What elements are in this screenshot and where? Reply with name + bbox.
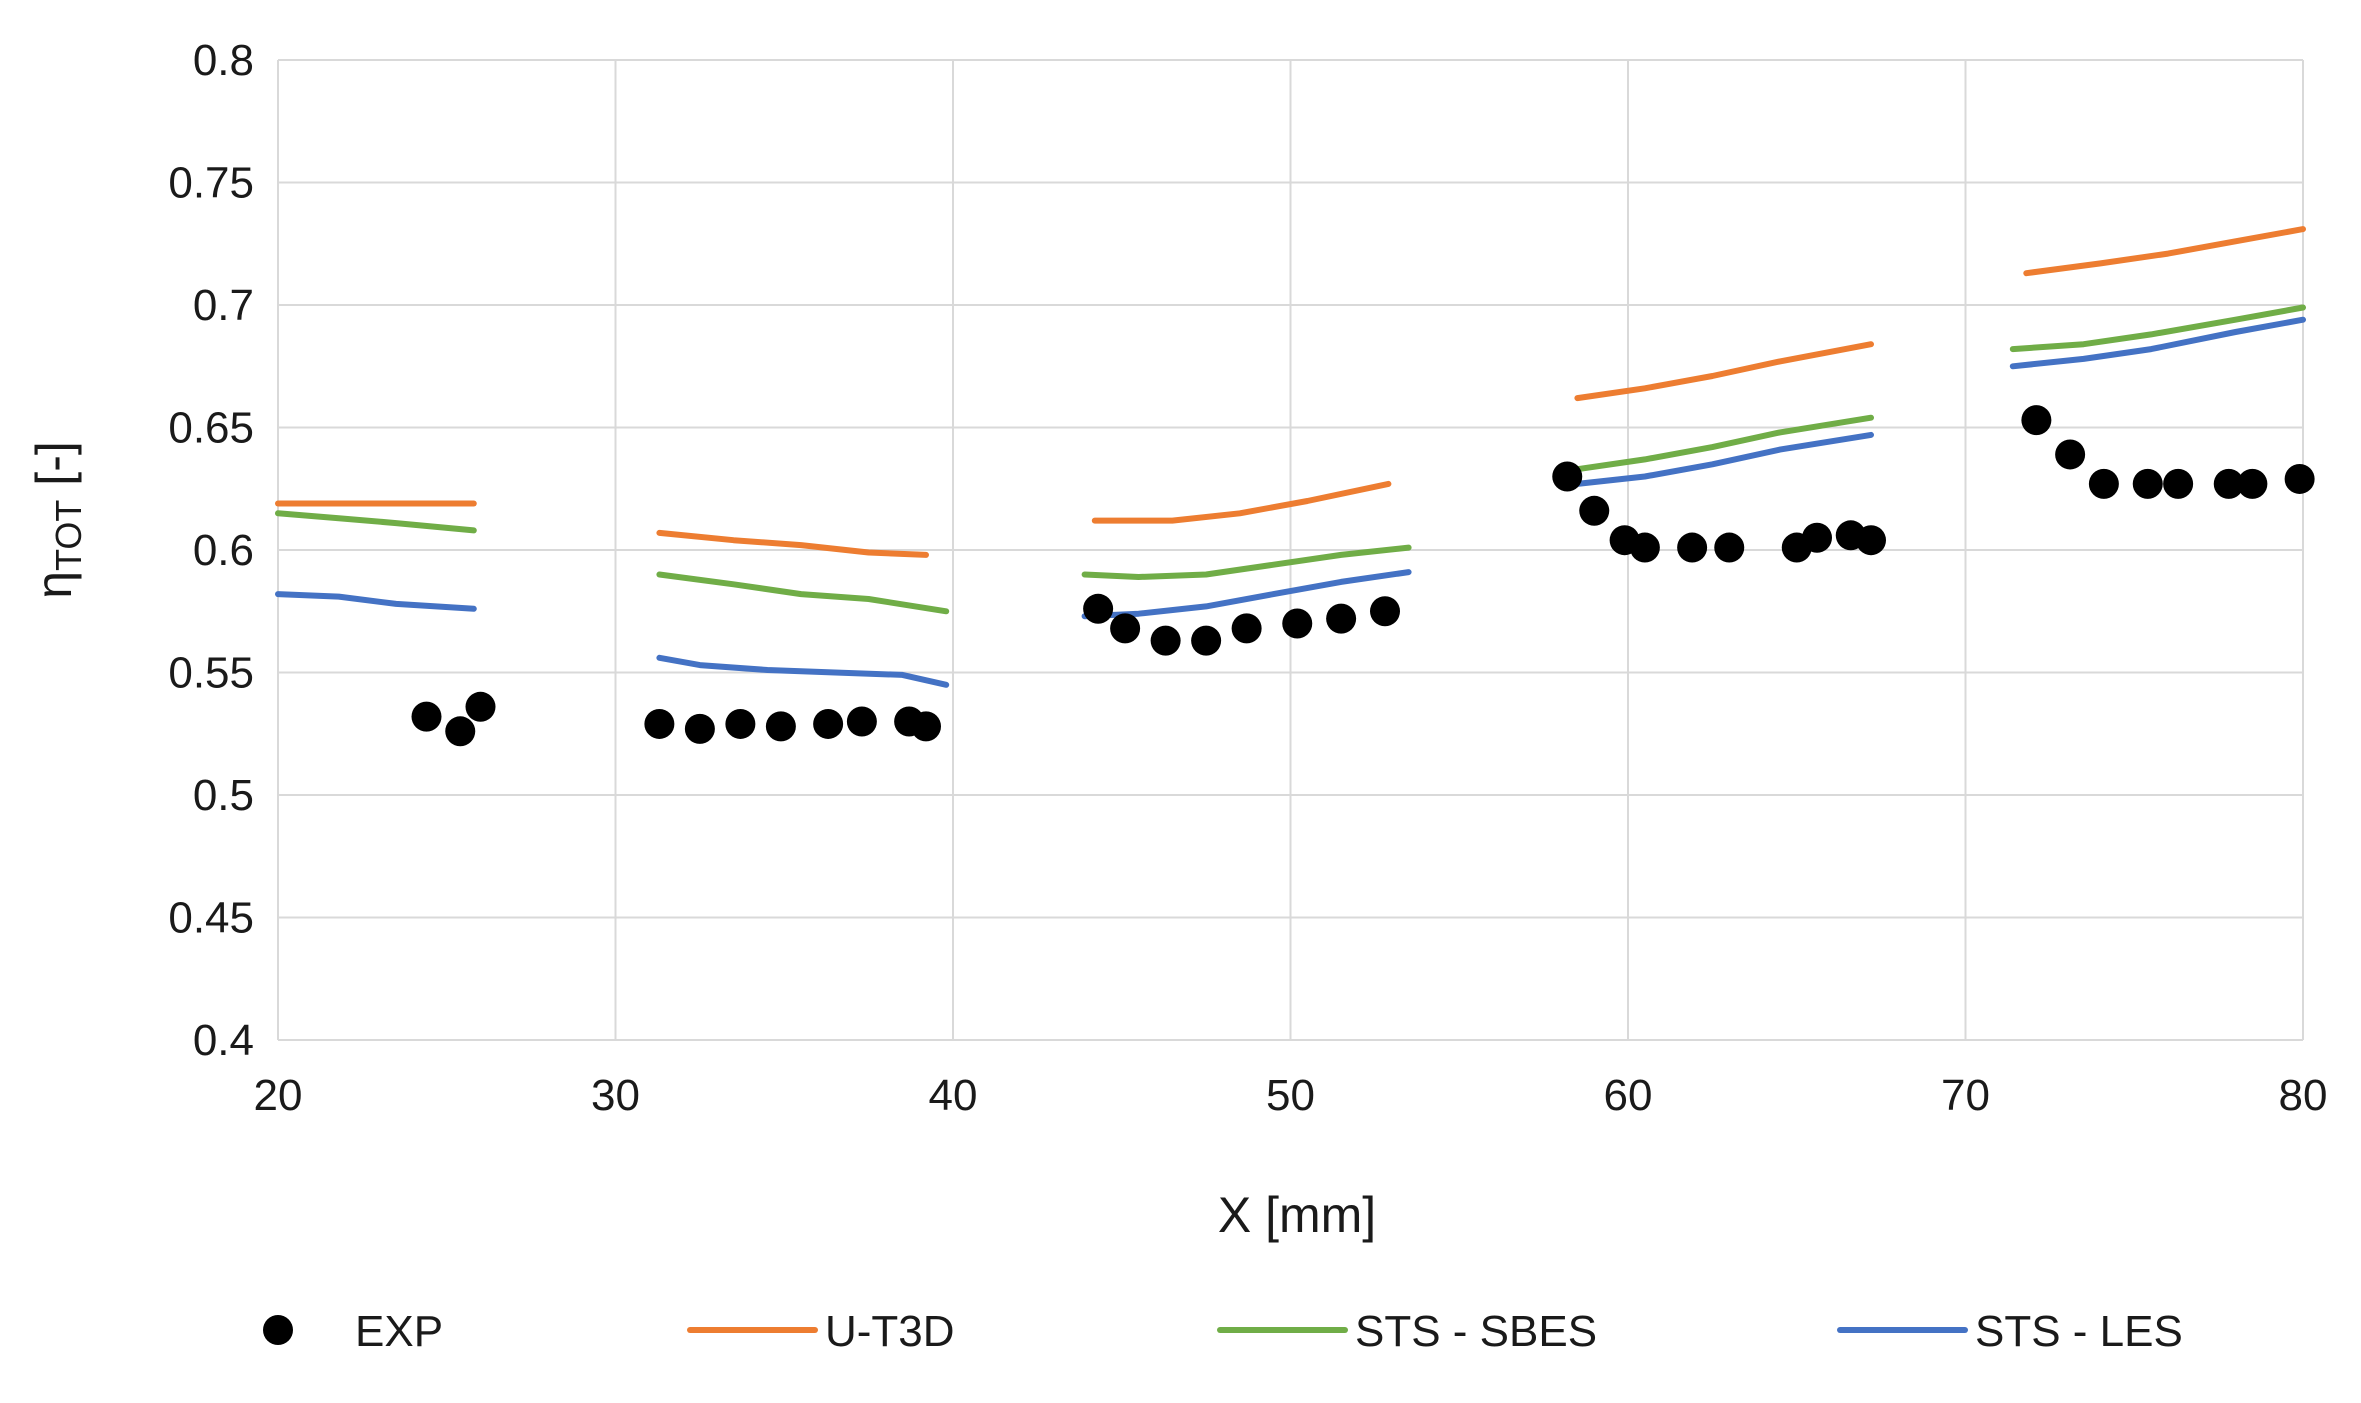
y-axis-title-symbol: η	[26, 571, 82, 599]
y-tick-label: 0.7	[193, 281, 254, 330]
data-point-exp	[1110, 613, 1141, 644]
legend-label-exp: EXP	[355, 1307, 443, 1356]
series-line-sts-sbes	[656, 571, 950, 615]
data-point-exp	[465, 691, 496, 722]
y-tick-labels: 0.4 0.45 0.5 0.55 0.6 0.65 0.7 0.75 0.8	[168, 36, 254, 1065]
data-point-exp	[1552, 461, 1583, 492]
data-point-exp	[2021, 405, 2052, 436]
legend: EXP U-T3D STS - SBES STS - LES	[263, 1307, 2183, 1356]
series-line-sts-les	[275, 591, 477, 612]
y-tick-label: 0.4	[193, 1016, 254, 1065]
data-point-exp	[1802, 522, 1832, 553]
series-line-sts-les	[1574, 431, 1874, 487]
data-point-exp	[911, 711, 941, 742]
y-axis-title-subscript: TOT	[48, 500, 89, 571]
data-point-exp	[1150, 625, 1181, 656]
data-point-exp	[1083, 593, 1114, 624]
data-point-exp	[1714, 532, 1745, 563]
data-point-exp	[1370, 596, 1400, 627]
data-point-exp	[813, 708, 844, 739]
y-tick-label: 0.5	[193, 771, 254, 820]
legend-swatch-exp	[263, 1315, 293, 1345]
x-tick-label: 50	[1266, 1071, 1315, 1120]
series-line-sts-sbes	[275, 510, 477, 534]
data-point-exp	[1231, 613, 1262, 644]
series-line-sts-sbes	[1081, 544, 1412, 580]
y-tick-label: 0.65	[168, 404, 254, 453]
data-point-exp	[846, 706, 877, 737]
y-tick-label: 0.8	[193, 36, 254, 85]
x-tick-labels: 20 30 40 50 60 70 80	[254, 1071, 2328, 1120]
series-line-u-t3d	[656, 529, 929, 558]
series-line-u-t3d	[1574, 341, 1874, 402]
y-axis-title-unit: [-]	[26, 441, 82, 499]
data-point-exp	[2284, 463, 2315, 494]
series-line-sts-sbes	[1574, 414, 1874, 473]
y-axis-title: ηTOT [-]	[26, 441, 89, 598]
legend-label-u-t3d: U-T3D	[825, 1307, 955, 1356]
x-tick-label: 30	[591, 1071, 640, 1120]
data-point-exp	[2055, 439, 2086, 470]
data-point-exp	[644, 708, 675, 739]
data-point-exp	[2163, 468, 2194, 499]
y-tick-label: 0.6	[193, 526, 254, 575]
data-point-exp	[1677, 532, 1708, 563]
y-tick-label: 0.45	[168, 894, 254, 943]
series-markers	[411, 405, 2315, 747]
x-axis-title: X [mm]	[1218, 1187, 1376, 1243]
series-lines	[275, 226, 2306, 688]
data-point-exp	[2132, 468, 2163, 499]
data-point-exp	[684, 713, 715, 744]
data-point-exp	[1629, 532, 1660, 563]
x-tick-label: 80	[2279, 1071, 2328, 1120]
data-point-exp	[1191, 625, 1222, 656]
series-line-sts-les	[656, 654, 950, 688]
series-line-u-t3d	[2023, 226, 2306, 277]
y-tick-label: 0.75	[168, 159, 254, 208]
y-tick-label: 0.55	[168, 649, 254, 698]
legend-label-sts-sbes: STS - SBES	[1355, 1307, 1597, 1356]
legend-label-sts-les: STS - LES	[1975, 1307, 2183, 1356]
data-point-exp	[725, 708, 756, 739]
x-tick-label: 20	[254, 1071, 303, 1120]
data-point-exp	[1282, 608, 1313, 639]
data-point-exp	[1856, 525, 1886, 556]
data-point-exp	[445, 716, 476, 747]
plot-axes	[277, 60, 2303, 1041]
data-point-exp	[765, 711, 796, 742]
series-line-u-t3d	[1091, 480, 1392, 524]
data-point-exp	[411, 701, 442, 732]
x-tick-label: 60	[1604, 1071, 1653, 1120]
series-line-sts-sbes	[2009, 304, 2306, 353]
gridlines	[278, 59, 2304, 1040]
data-point-exp	[2213, 468, 2244, 499]
series-line-sts-les	[2009, 316, 2306, 370]
data-point-exp	[2088, 468, 2119, 499]
data-point-exp	[1326, 603, 1357, 634]
x-tick-label: 70	[1941, 1071, 1990, 1120]
data-point-exp	[2237, 468, 2268, 499]
data-point-exp	[1579, 495, 1610, 526]
x-tick-label: 40	[929, 1071, 978, 1120]
